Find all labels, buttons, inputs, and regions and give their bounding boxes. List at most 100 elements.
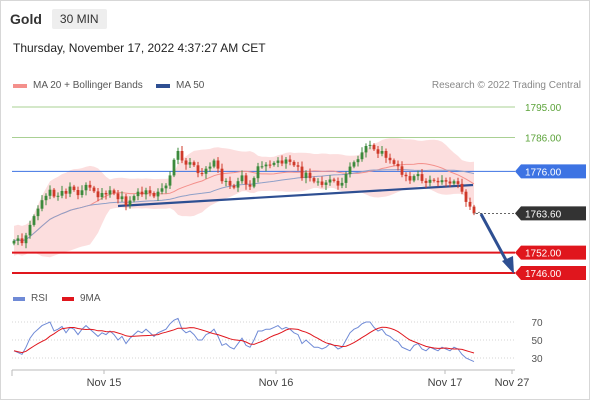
candles-layer <box>12 140 476 249</box>
candle-body <box>288 159 292 162</box>
ma20-swatch <box>13 83 27 88</box>
x-tick-label: Nov 27 <box>495 377 530 389</box>
candle-body <box>16 238 20 241</box>
ma50-line <box>13 169 475 242</box>
level-label-1752.00: 1752.00 <box>525 249 562 260</box>
candle-body <box>136 191 140 197</box>
legend-rsi: RSI <box>13 293 48 304</box>
level-tag-1746.00 <box>515 266 586 280</box>
candle-body <box>120 196 124 200</box>
candle-body <box>400 166 404 175</box>
candle-body <box>360 152 364 160</box>
candle-body <box>232 185 236 188</box>
candle-body <box>252 178 256 187</box>
candle-body <box>404 174 408 177</box>
candle-body <box>76 190 80 196</box>
candle-body <box>432 179 436 181</box>
level-tag-1752.00 <box>515 245 586 260</box>
candle-body <box>88 184 92 188</box>
candle-body <box>112 190 116 194</box>
candle-body <box>376 149 380 154</box>
candle-body <box>452 181 456 184</box>
candle-body <box>412 176 416 181</box>
candle-body <box>296 165 300 167</box>
timestamp: Thursday, November 17, 2022 4:37:27 AM C… <box>13 41 266 55</box>
rsi-tick-30: 30 <box>531 354 543 365</box>
candle-body <box>408 176 412 181</box>
candle-body <box>116 193 120 200</box>
level-label-1786.00: 1786.00 <box>525 133 562 144</box>
candle-body <box>208 166 212 169</box>
price-levels-layer: 1795.00 1786.00 1776.00 1763.60 1752.00 1746.… <box>12 103 586 280</box>
candle-body <box>248 184 252 187</box>
candle-body <box>44 195 48 201</box>
candle-body <box>40 200 44 209</box>
candle-body <box>464 191 468 202</box>
interval-badge[interactable]: 30 MIN <box>51 9 107 29</box>
level-tag-1776.00 <box>515 164 586 179</box>
candle-body <box>156 191 160 197</box>
candle-body <box>100 193 104 198</box>
candle-body <box>328 179 332 183</box>
level-label-1763.60: 1763.60 <box>525 209 562 220</box>
x-tick-label: Nov 16 <box>259 377 294 389</box>
candle-body <box>140 191 144 195</box>
candle-body <box>356 159 360 163</box>
legend-9ma: 9MA <box>62 293 101 304</box>
candle-body <box>172 159 176 176</box>
candle-body <box>84 184 88 191</box>
x-tick-label: Nov 17 <box>428 377 463 389</box>
candle-body <box>420 174 424 181</box>
candle-body <box>276 160 280 163</box>
candle-body <box>468 201 472 207</box>
rsi-swatch <box>13 296 25 301</box>
bollinger-bands-layer <box>14 138 474 258</box>
candle-body <box>216 160 220 169</box>
research-credit: Research © 2022 Trading Central <box>431 80 581 91</box>
candle-body <box>24 235 28 244</box>
chart-header: Gold 30 MIN <box>10 8 107 30</box>
candle-body <box>336 180 340 186</box>
candle-body <box>272 162 276 165</box>
candle-body <box>28 224 32 236</box>
candle-body <box>256 166 260 179</box>
candle-body <box>60 191 64 196</box>
candle-body <box>428 179 432 183</box>
candle-body <box>300 166 304 179</box>
candle-body <box>184 160 188 165</box>
9ma-swatch <box>62 296 74 301</box>
candle-body <box>64 191 68 194</box>
candle-body <box>280 160 284 164</box>
candle-body <box>304 172 308 179</box>
rsi-panel: 30 50 70 <box>12 317 543 365</box>
candle-body <box>352 162 356 167</box>
candle-body <box>20 238 24 244</box>
candle-body <box>52 189 56 197</box>
projection-dotted <box>473 211 482 214</box>
candle-body <box>456 181 460 184</box>
candle-body <box>152 193 156 197</box>
candle-body <box>244 175 248 185</box>
rsi-label: RSI <box>31 293 48 304</box>
candle-body <box>176 151 180 160</box>
candle-body <box>92 187 96 192</box>
candle-body <box>236 181 240 188</box>
x-axis: Nov 15 Nov 16 Nov 17 Nov 27 <box>11 369 530 389</box>
candle-body <box>180 151 184 161</box>
ma20-label: MA 20 + Bollinger Bands <box>33 80 143 91</box>
candle-body <box>292 161 296 166</box>
candle-body <box>308 172 312 179</box>
candle-body <box>36 208 40 217</box>
candle-body <box>200 173 204 175</box>
candle-body <box>364 146 368 153</box>
candle-body <box>284 159 288 164</box>
candle-body <box>440 180 444 183</box>
candle-body <box>204 168 208 174</box>
candle-body <box>224 180 228 182</box>
legend-ma20: MA 20 + Bollinger Bands <box>13 80 143 91</box>
candle-body <box>56 195 60 197</box>
candle-body <box>436 180 440 183</box>
candle-body <box>164 185 168 189</box>
candle-body <box>220 168 224 182</box>
rsi-tick-70: 70 <box>531 318 543 329</box>
